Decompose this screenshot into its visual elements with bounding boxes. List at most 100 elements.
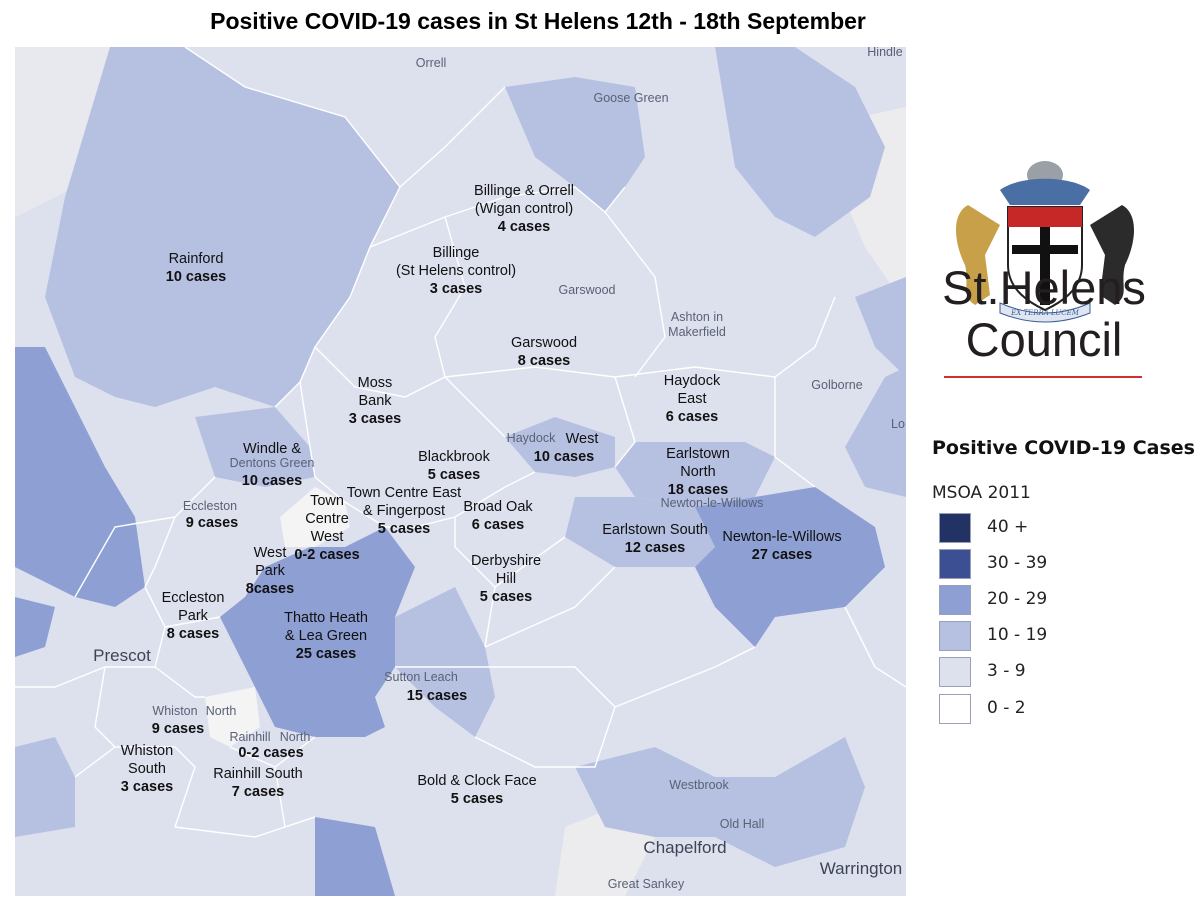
place-label: Hindle [867, 47, 903, 59]
area-name: Town Centre West [305, 493, 349, 545]
place-label: Chapelford [643, 838, 727, 857]
area-cases: 6 cases [471, 517, 525, 533]
place-label: North [279, 730, 311, 744]
area-label-eccleston: 9 cases [186, 514, 238, 532]
legend-label: 40 + [987, 517, 1029, 537]
area-cases: 5 cases [427, 467, 481, 483]
motto-text: EX TERRA LUCEM [1010, 309, 1080, 317]
place-label: Dentons Green [229, 456, 315, 470]
area-label-newton-le-willows: Newton-le-Willows 27 cases [722, 528, 841, 564]
area-fill-rainford [45, 47, 400, 407]
area-name: West [565, 431, 599, 447]
area-name: Moss Bank [357, 375, 393, 409]
dragon-supporter-icon [1090, 205, 1135, 305]
area-fill-sutton-leach [395, 587, 495, 737]
area-name: Earlstown North [666, 446, 730, 480]
place-label: Eccleston [182, 499, 238, 513]
area-cases: 3 cases [348, 411, 402, 427]
area-label-garswood: Garswood 8 cases [511, 334, 577, 370]
area-name: West Park [253, 545, 287, 579]
area-label-haydock-west: West 10 cases [534, 430, 599, 466]
area-cases: 3 cases [429, 281, 483, 297]
place-label: Warrington [819, 859, 903, 878]
area-cases: 27 cases [751, 547, 813, 563]
area-label-bold-clock-face: Bold & Clock Face 5 cases [417, 772, 536, 808]
area-name: Whiston South [120, 743, 174, 777]
legend-swatch [939, 585, 971, 615]
area-fill-west-edge [15, 347, 145, 607]
area-fill-windle [195, 407, 315, 487]
area-cases: 10 cases [241, 473, 303, 489]
legend-swatch [939, 513, 971, 543]
area-label-derbyshire-hill: Derbyshire Hill 5 cases [471, 552, 541, 606]
legend-swatch [939, 621, 971, 651]
area-label-whiston-north: 9 cases [152, 720, 204, 738]
area-name: Billinge (St Helens control) [395, 245, 517, 279]
council-crest-logo: EX TERRA LUCEM [955, 161, 1135, 323]
place-label: Sutton Leach [384, 670, 458, 684]
place-label: North [205, 704, 237, 718]
area-name: Broad Oak [463, 499, 533, 515]
area-label-town-centre-east: Town Centre East & Fingerpost 5 cases [347, 484, 461, 538]
area-label-eccleston-park: Eccleston Park 8 cases [162, 589, 225, 643]
area-fill-sw-1 [15, 737, 75, 837]
logo-divider [944, 376, 1142, 378]
legend-label: 30 - 39 [987, 553, 1048, 573]
area-fill-thatto-heath [220, 527, 415, 737]
place-label: Golborne [811, 378, 863, 392]
area-label-billinge: Billinge (St Helens control) 3 cases [396, 244, 516, 298]
area-cases: 25 cases [295, 646, 357, 662]
mantling-icon [1000, 178, 1090, 205]
area-name: Thatto Heath & Lea Green [284, 610, 368, 644]
shield-cross-icon [1040, 227, 1050, 305]
map-areas-layer [15, 47, 906, 896]
area-name: Garswood [510, 335, 578, 351]
place-label: Old Hall [719, 817, 765, 831]
area-fill-e-1 [845, 367, 906, 497]
council-name: St.Helens Council [942, 261, 1146, 366]
place-label: Garswood [558, 283, 616, 297]
area-fill-rainhill-north [205, 687, 260, 747]
area-name: Rainford [168, 251, 224, 267]
area-fill-west-edge-2 [15, 597, 55, 657]
area-name: Haydock East [663, 373, 721, 407]
area-cases: 3 cases [120, 779, 174, 795]
area-label-whiston-south: Whiston South 3 cases [121, 742, 173, 796]
area-boundaries [15, 47, 906, 838]
place-label: Goose Green [593, 91, 669, 105]
place-label: Great Sankey [607, 877, 685, 891]
motto-scroll-icon [999, 302, 1091, 323]
area-cases: 0-2 cases [294, 547, 360, 563]
place-label: Orrell [415, 56, 447, 70]
area-cases: 8cases [245, 581, 295, 597]
area-fill-westbrook [575, 737, 865, 867]
place-label: Newton-le-Willows [660, 496, 764, 510]
area-label-earlstown-south: Earlstown South 12 cases [602, 521, 708, 557]
area-cases: 5 cases [479, 589, 533, 605]
area-fill-earlstown-north [615, 442, 775, 507]
area-label-rainhill-north: 0-2 cases [238, 744, 303, 762]
area-cases: 12 cases [624, 540, 686, 556]
area-fill-ne-2 [855, 277, 906, 377]
area-name: Rainhill South [213, 766, 303, 782]
area-label-earlstown-north: Earlstown North 18 cases [666, 445, 730, 499]
place-label: Ashton in Makerfield [668, 310, 726, 339]
area-cases: 5 cases [450, 791, 504, 807]
legend-swatch [939, 549, 971, 579]
area-cases: 4 cases [497, 219, 551, 235]
area-fill-town-centre-west [280, 487, 350, 547]
area-name: Billinge & Orrell (Wigan control) [474, 183, 574, 217]
area-label-west-park: West Park 8cases [246, 544, 294, 598]
area-label-haydock-east: Haydock East 6 cases [664, 372, 720, 426]
area-label-thatto-heath: Thatto Heath & Lea Green 25 cases [284, 609, 368, 663]
legend-label: 3 - 9 [987, 661, 1026, 681]
area-cases: 6 cases [665, 409, 719, 425]
area-fill-earlstown-south [565, 497, 715, 567]
place-label: Haydock [506, 431, 556, 445]
choropleth-map: Orrell Goose Green Hindle Garswood Ashto… [15, 47, 906, 896]
legend-swatch [939, 694, 971, 724]
area-label-sutton-leach: 15 cases [407, 687, 467, 705]
area-cases: 8 cases [517, 353, 571, 369]
legend-subtitle: MSOA 2011 [932, 483, 1031, 503]
legend-label: 0 - 2 [987, 698, 1026, 718]
